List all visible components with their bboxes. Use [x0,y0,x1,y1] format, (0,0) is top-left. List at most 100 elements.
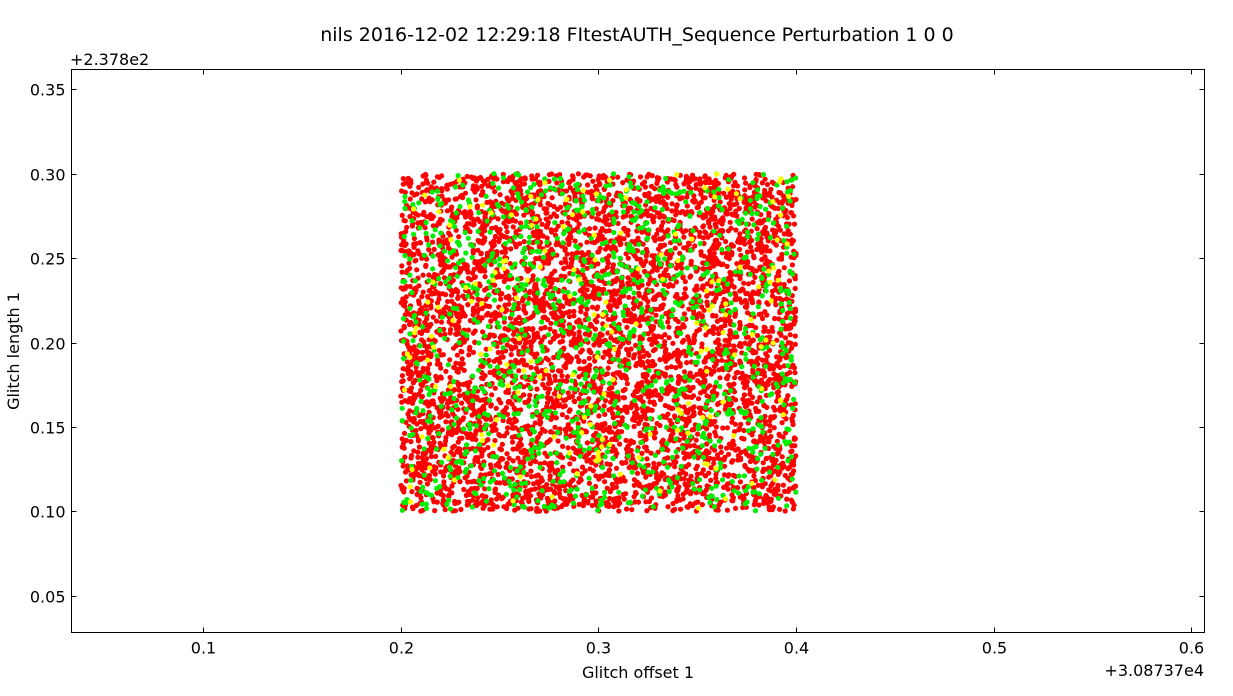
data-point [408,389,414,395]
data-point [565,264,572,270]
data-point [454,288,460,294]
data-point [595,304,601,310]
data-point [515,305,522,311]
data-point [673,365,679,371]
data-point [404,268,410,274]
data-point [713,433,719,439]
data-point [753,268,760,274]
data-point [415,220,421,226]
data-point [417,329,423,336]
data-point [649,495,655,501]
data-point [587,173,593,179]
data-point [464,221,471,227]
data-point [705,234,711,240]
data-point [410,506,416,512]
data-point [454,369,460,375]
data-point [413,285,419,291]
data-point [793,453,799,459]
data-point [565,374,571,380]
data-point [510,458,516,464]
data-point [588,350,594,356]
data-point [562,293,568,299]
data-point [433,453,439,459]
data-point [746,265,753,271]
data-point [509,425,516,431]
data-point [697,229,703,235]
data-point [681,295,687,301]
data-point [414,421,420,427]
data-point [637,174,644,180]
data-point [584,239,590,245]
data-point [399,373,405,379]
data-point [590,491,597,497]
data-point [689,427,695,433]
data-point [748,244,754,250]
data-point [775,450,782,456]
data-point [436,220,442,226]
data-point [711,456,717,462]
data-point [616,508,622,514]
data-point [567,407,573,413]
data-point [785,326,792,332]
data-point [636,481,642,487]
data-point [646,190,652,196]
data-point [436,174,442,180]
data-point [714,318,721,324]
data-point [651,460,657,466]
data-point [512,180,518,186]
data-point [682,279,688,285]
data-point [408,180,414,186]
data-point [432,508,438,514]
data-point [539,221,545,227]
data-point [756,311,762,317]
data-point [542,324,548,331]
data-point [565,445,571,451]
data-point [654,210,661,216]
data-point [682,392,688,399]
data-point [762,176,768,182]
data-point [767,422,773,429]
data-point [672,413,678,419]
data-point [690,413,696,419]
data-point [701,307,707,313]
data-point [687,491,694,497]
data-point [569,251,575,257]
data-point [445,398,451,404]
data-point [766,507,773,513]
data-point [550,335,556,341]
data-point [476,239,482,245]
data-point [654,180,660,186]
data-point [399,263,405,269]
data-point [724,425,731,431]
data-point [613,209,619,215]
data-point [529,173,535,179]
data-point [436,347,442,353]
data-point [412,258,418,264]
data-points [398,171,799,514]
data-point [779,200,785,206]
data-point [724,507,731,513]
data-point [521,392,527,398]
data-point [400,463,406,469]
data-point [533,256,539,262]
data-point [690,393,697,399]
data-point [419,393,425,399]
data-point [610,262,617,268]
data-point [461,381,467,388]
data-point [792,285,798,292]
data-point [436,290,442,296]
data-point [762,226,768,232]
data-point [589,196,595,202]
data-point [639,379,645,386]
data-point [751,502,757,508]
data-point [680,322,686,328]
data-point [592,225,598,231]
data-point [630,392,636,398]
data-point [451,443,457,449]
data-point [445,241,451,247]
data-point [545,486,552,492]
data-point [657,214,663,220]
data-point [604,371,611,377]
data-point [597,181,603,187]
data-point [724,445,730,451]
